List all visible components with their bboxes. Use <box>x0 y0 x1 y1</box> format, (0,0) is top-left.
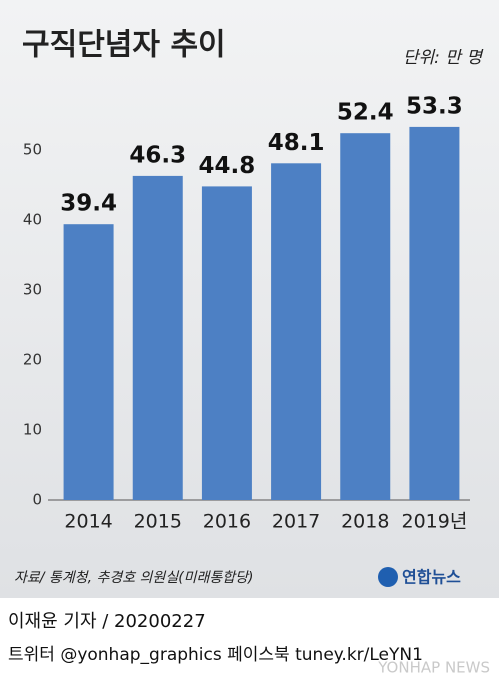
social: 트위터 @yonhap_graphics 페이스북 tuney.kr/LeYN1 <box>8 645 423 665</box>
x-tick-label: 2019년 <box>401 511 467 533</box>
x-tick-label: 2014 <box>64 511 112 533</box>
y-tick-label: 10 <box>23 421 42 439</box>
y-tick-label: 20 <box>23 351 42 369</box>
x-tick-label: 2018 <box>341 511 389 533</box>
bar <box>271 163 322 501</box>
watermark: YONHAP NEWS <box>377 659 490 677</box>
bar <box>201 186 252 500</box>
y-tick-label: 50 <box>23 141 42 159</box>
footer-background <box>0 598 499 696</box>
x-tick-label: 2017 <box>272 511 320 533</box>
y-tick-label: 0 <box>32 491 42 509</box>
value-label: 39.4 <box>60 191 117 217</box>
bar <box>132 175 183 500</box>
value-label: 48.1 <box>268 130 325 156</box>
unit-label: 단위: 만 명 <box>403 48 484 68</box>
y-tick-label: 30 <box>23 281 42 299</box>
value-label: 52.4 <box>337 100 394 126</box>
logo-text: 연합뉴스 <box>402 568 461 587</box>
value-label: 53.3 <box>406 93 463 119</box>
bar <box>63 224 114 500</box>
source: 자료/ 통계청, 추경호 의원실(미래통합당) <box>14 570 254 586</box>
x-tick-label: 2015 <box>134 511 182 533</box>
logo-icon <box>378 567 398 587</box>
value-label: 44.8 <box>199 153 256 179</box>
chart-title: 구직단념자 추이 <box>22 28 226 63</box>
byline: 이재윤 기자 / 20200227 <box>8 611 206 632</box>
value-label: 46.3 <box>129 142 186 168</box>
x-tick-label: 2016 <box>203 511 251 533</box>
bar <box>340 133 391 500</box>
bar <box>409 126 460 501</box>
y-tick-label: 40 <box>23 211 42 229</box>
